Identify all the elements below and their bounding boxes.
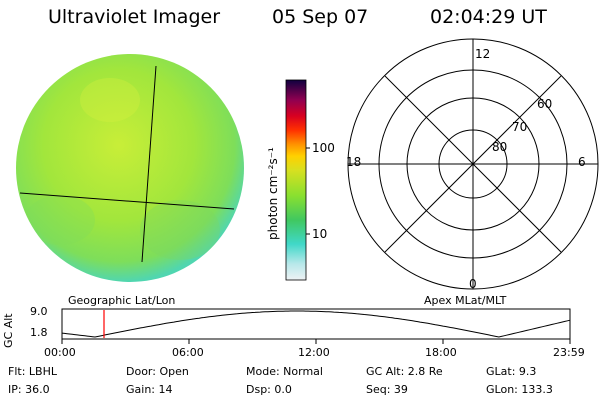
uv-image-disk	[16, 54, 244, 282]
altitude-ylabel: GC Alt	[2, 313, 15, 348]
info-glon: GLon: 133.3	[486, 383, 553, 396]
mlat-label-80: 80	[492, 140, 508, 154]
info-door: Door: Open	[126, 365, 189, 378]
info-dsp: Dsp: 0.0	[246, 383, 292, 396]
time-label: 02:04:29 UT	[430, 6, 547, 28]
altitude-plot	[61, 308, 571, 344]
colorbar	[285, 79, 310, 281]
xtick-2359: 23:59	[553, 346, 585, 359]
altitude-ytick-high: 9.0	[30, 305, 48, 318]
info-seq: Seq: 39	[366, 383, 408, 396]
xtick-0000: 00:00	[44, 346, 76, 359]
xtick-0600: 06:00	[172, 346, 204, 359]
altitude-ytick-low: 1.8	[30, 326, 48, 339]
colorbar-tick-100: 100	[312, 141, 335, 155]
geographic-label: Geographic Lat/Lon	[68, 294, 176, 307]
info-mode: Mode: Normal	[246, 365, 323, 378]
polar-grid	[347, 38, 599, 290]
mlt-label-12: 12	[475, 47, 491, 61]
meridian-line	[141, 65, 157, 263]
info-gc-alt: GC Alt: 2.8 Re	[366, 365, 443, 378]
mlt-label-18: 18	[346, 155, 362, 169]
mlat-label-60: 60	[537, 97, 553, 111]
mlat-label-70: 70	[512, 120, 528, 134]
xtick-1200: 12:00	[298, 346, 330, 359]
date-label: 05 Sep 07	[272, 6, 369, 28]
info-gain: Gain: 14	[126, 383, 173, 396]
mlt-label-6: 6	[578, 155, 586, 169]
equator-line	[19, 192, 235, 210]
info-ip: IP: 36.0	[8, 383, 50, 396]
info-filter: Flt: LBHL	[8, 365, 57, 378]
instrument-title: Ultraviolet Imager	[48, 6, 221, 28]
xtick-1800: 18:00	[425, 346, 457, 359]
info-glat: GLat: 9.3	[486, 365, 537, 378]
apex-label: Apex MLat/MLT	[424, 294, 507, 307]
colorbar-unit-label: photon cm⁻²s⁻¹	[266, 147, 280, 240]
colorbar-tick-10: 10	[312, 227, 328, 241]
mlt-label-0: 0	[469, 277, 477, 291]
